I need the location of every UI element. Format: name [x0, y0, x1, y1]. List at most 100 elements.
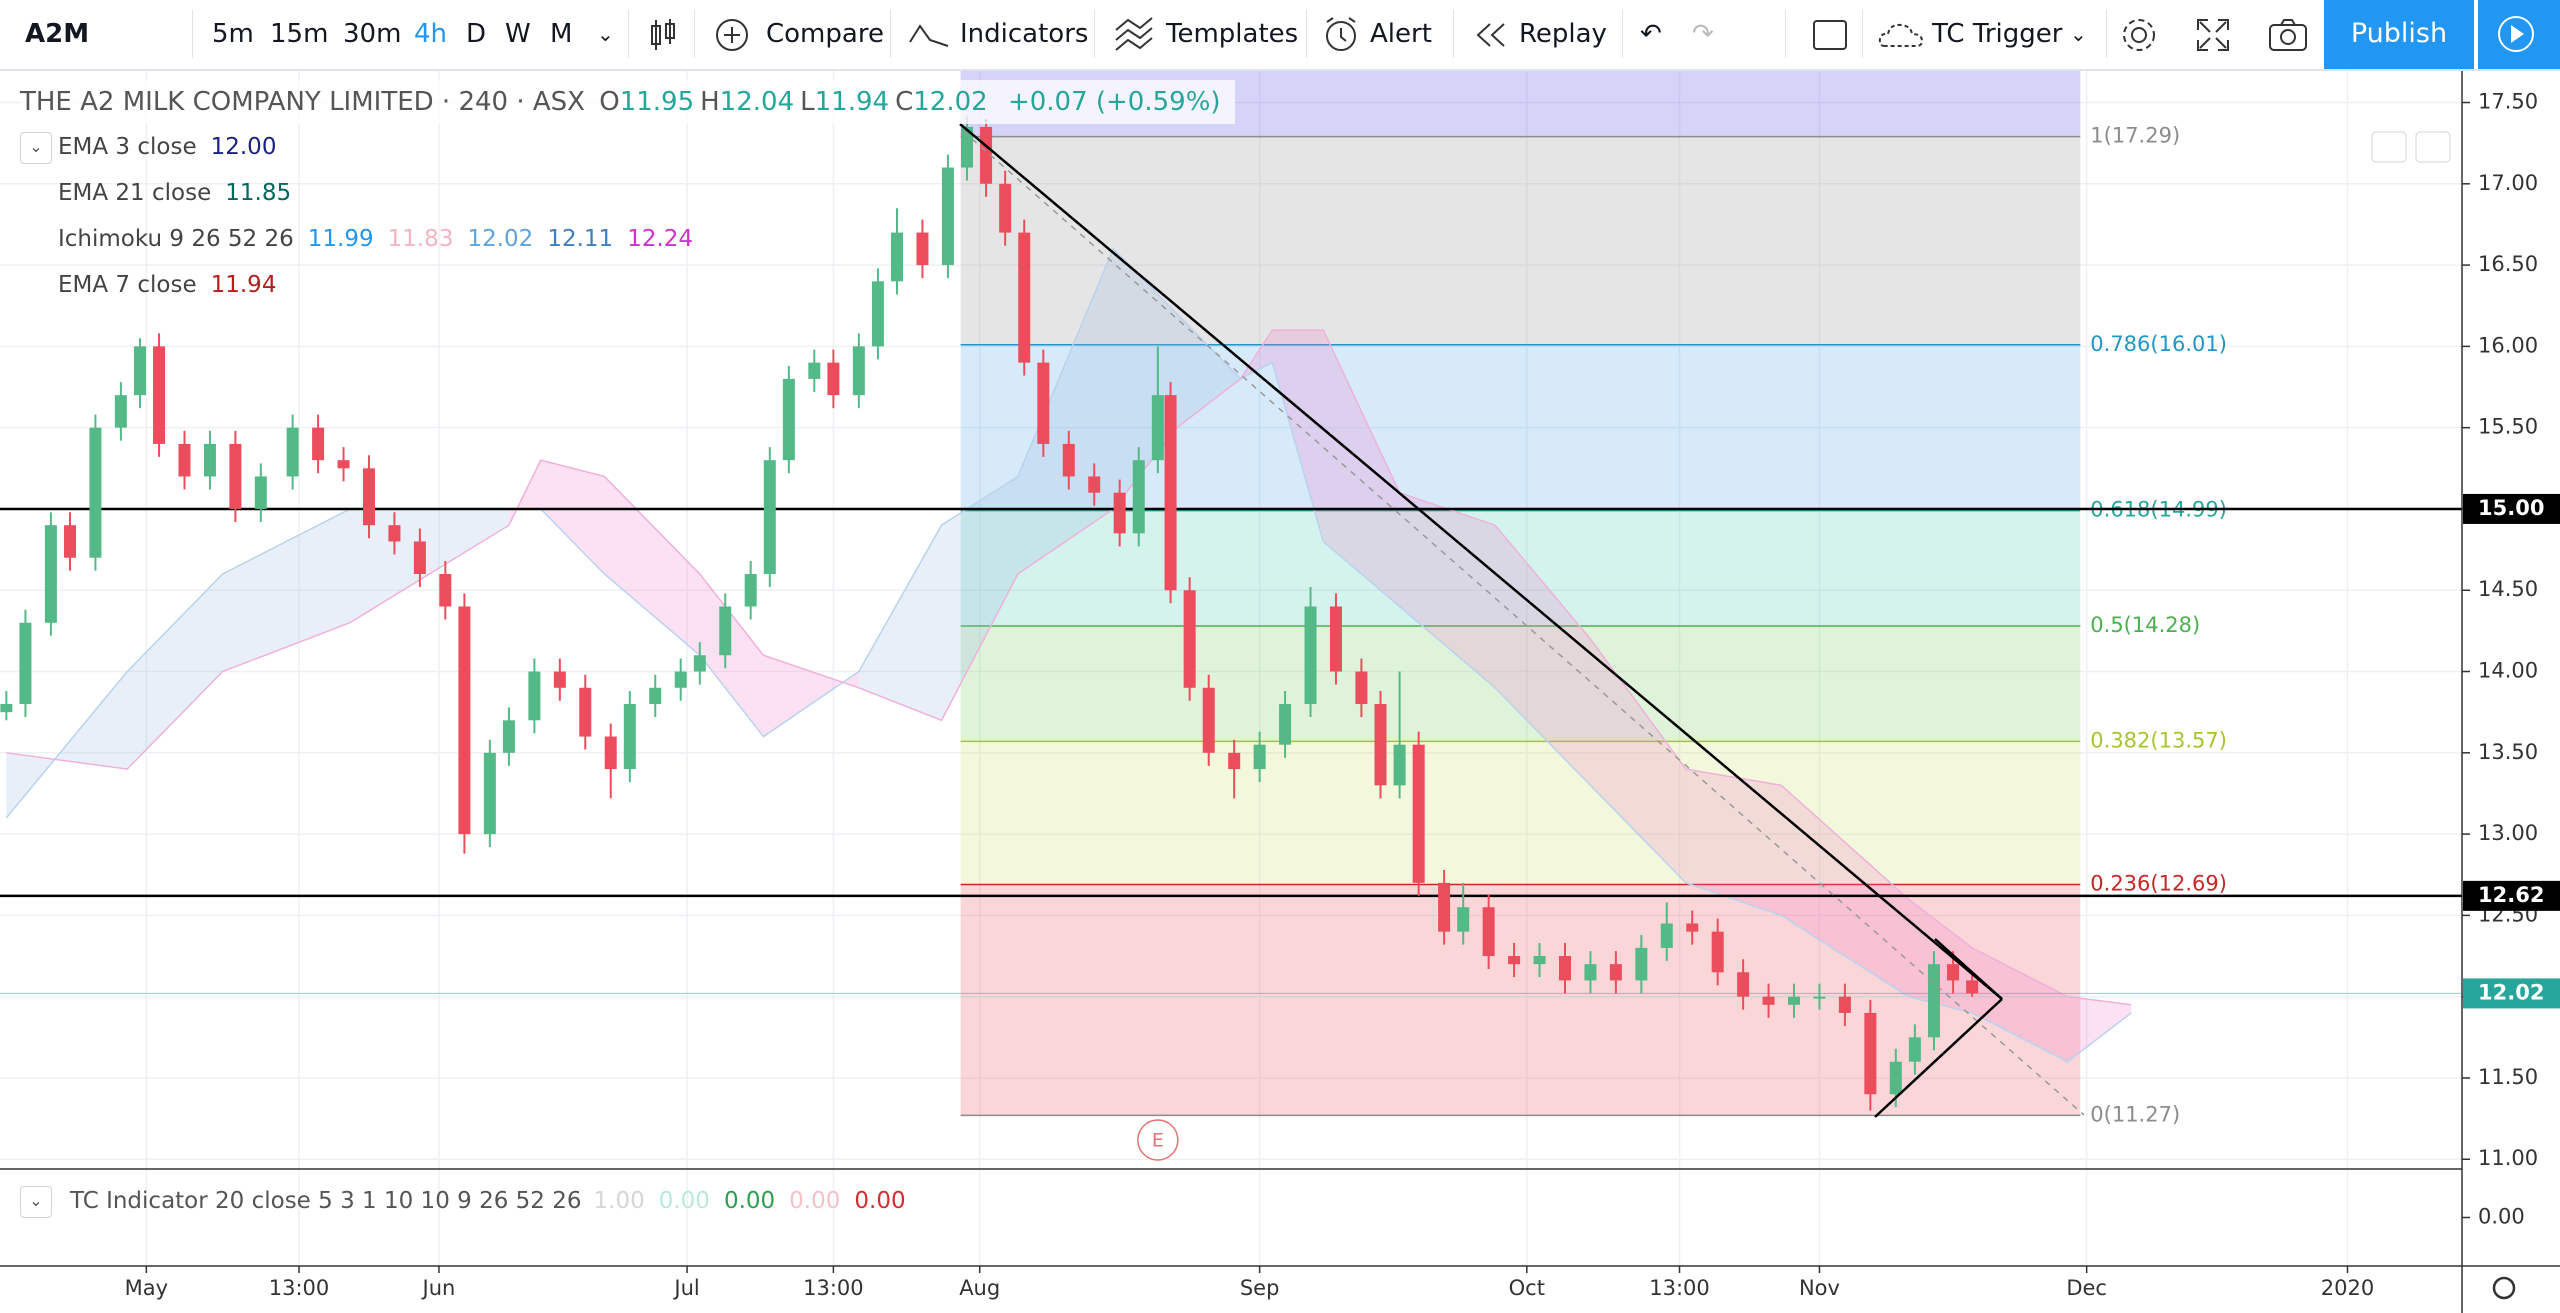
ohlc-value: 11.94	[814, 87, 890, 117]
x-tick-label: Dec	[2066, 1276, 2107, 1300]
snapshot-icon[interactable]	[2268, 18, 2308, 52]
cloud-segment	[1017, 248, 1114, 574]
mid-layer: 1(17.29)0.786(16.01)0.618(14.99)0.5(14.2…	[0, 115, 2462, 1161]
indicator-name: TC Indicator 20 close 5 3 1 10 10 9 26 5…	[70, 1188, 582, 1214]
candle-body	[1253, 744, 1266, 770]
fib-label: 1(17.29)	[2090, 124, 2180, 148]
candle-body	[871, 281, 884, 347]
indicators-button[interactable]: Indicators	[960, 19, 1089, 49]
collapse-button[interactable]: ⌄	[20, 1185, 52, 1218]
candle-body	[439, 573, 452, 607]
indicator-legend: ⌄ TC Indicator 20 close 5 3 1 10 10 9 26 …	[20, 1180, 920, 1222]
ohlc-key: H	[700, 87, 720, 117]
cloud-segment	[1908, 899, 1973, 1013]
templates-icon[interactable]	[1114, 16, 1154, 54]
fullscreen-icon[interactable]	[2196, 18, 2230, 52]
interval[interactable]: 5m	[212, 19, 254, 49]
ohlc-value: 12.04	[719, 87, 795, 117]
compare-button[interactable]: Compare	[766, 19, 884, 49]
reset-button[interactable]	[2415, 131, 2451, 163]
candle-body	[133, 346, 146, 396]
chart-type-icon[interactable]	[648, 18, 678, 52]
study-value: 11.85	[225, 180, 292, 206]
candle-body	[44, 525, 57, 623]
alert-icon[interactable]	[1322, 16, 1360, 54]
legend-header: THE A2 MILK COMPANY LIMITED · 240 · ASX …	[20, 80, 1235, 124]
candle-body	[1558, 956, 1571, 981]
publish-button[interactable]: Publish	[2324, 0, 2474, 69]
templates-button[interactable]: Templates	[1166, 19, 1299, 49]
symbol-description: THE A2 MILK COMPANY LIMITED · 240 · ASX	[20, 87, 585, 117]
settings-icon[interactable]	[2120, 16, 2158, 54]
cloud-segment	[1176, 313, 1241, 428]
fib-zone	[960, 136, 2081, 345]
earnings-label: E	[1152, 1130, 1164, 1152]
cloud-span-b	[6, 329, 2132, 1006]
interval[interactable]: 4h	[414, 19, 448, 49]
price-label: 12.02	[2478, 980, 2544, 1004]
study-value: 12.11	[547, 226, 614, 252]
symbol[interactable]: A2M	[25, 19, 90, 49]
study-row: EMA 21 close 11.85	[20, 170, 1235, 216]
candle-body	[1202, 687, 1215, 753]
interval[interactable]: D	[466, 19, 487, 49]
study-name: Ichimoku 9 26 52 26	[58, 226, 294, 252]
replay-button[interactable]: Replay	[1519, 19, 1607, 49]
separator	[192, 10, 193, 58]
candle-body	[1508, 956, 1521, 965]
candle-body	[1788, 996, 1801, 1005]
candle-body	[1329, 606, 1342, 672]
alert-button[interactable]: Alert	[1370, 19, 1432, 49]
redo[interactable]: ↷	[1692, 19, 1714, 49]
candle-body	[941, 167, 954, 266]
separator	[1094, 10, 1095, 58]
study-value: 12.00	[210, 134, 277, 160]
interval-menu[interactable]: ⌄	[597, 22, 614, 46]
play-button[interactable]	[2478, 0, 2560, 69]
cloud-segment	[349, 508, 509, 623]
candle-body	[362, 468, 375, 526]
candle-body	[229, 443, 242, 509]
tc-trigger-menu[interactable]: ⌄	[2070, 22, 2087, 46]
interval[interactable]: 30m	[343, 19, 402, 49]
candle-body	[604, 736, 617, 770]
collapse-button[interactable]: ⌄	[20, 131, 52, 164]
x-tick-label: 13:00	[1649, 1276, 1710, 1300]
triangle-line	[1934, 938, 2003, 1000]
cloud-segment	[858, 525, 942, 721]
interval[interactable]: 15m	[270, 19, 329, 49]
interval[interactable]: M	[550, 19, 573, 49]
back-layer	[0, 70, 2462, 1266]
study-value: 11.83	[387, 226, 454, 252]
candle-body	[553, 671, 566, 688]
separator	[2106, 10, 2107, 58]
x-tick-label: 13:00	[269, 1276, 330, 1300]
scroll-button[interactable]	[2371, 131, 2407, 163]
interval[interactable]: W	[505, 19, 531, 49]
cloud-segment	[1781, 785, 1909, 997]
layout-icon[interactable]	[1812, 19, 1848, 51]
candle-body	[89, 427, 102, 558]
settings-icon[interactable]	[2492, 1276, 2516, 1300]
separator	[1862, 10, 1863, 58]
replay-icon[interactable]	[1474, 22, 1508, 48]
candle-body	[153, 346, 166, 444]
compare-icon[interactable]	[714, 17, 750, 53]
indicator-value: 0.00	[658, 1188, 710, 1214]
separator	[1453, 10, 1454, 58]
cloud-segment	[127, 573, 223, 770]
cloud-icon[interactable]	[1877, 20, 1925, 50]
candle-body	[1889, 1061, 1902, 1095]
cloud-segment	[1972, 947, 2068, 1062]
candle-body	[693, 655, 706, 672]
candle-body	[1374, 704, 1387, 786]
candle-body	[1838, 996, 1851, 1013]
play-icon	[2498, 16, 2534, 52]
price-label-bg	[2463, 880, 2560, 911]
undo[interactable]: ↶	[1640, 19, 1662, 49]
tc-trigger[interactable]: TC Trigger	[1932, 19, 2063, 49]
candle-body	[286, 427, 299, 477]
study-value: 12.02	[467, 226, 534, 252]
y-tick-label: 0.00	[2478, 1205, 2525, 1229]
indicators-icon[interactable]	[908, 20, 952, 50]
